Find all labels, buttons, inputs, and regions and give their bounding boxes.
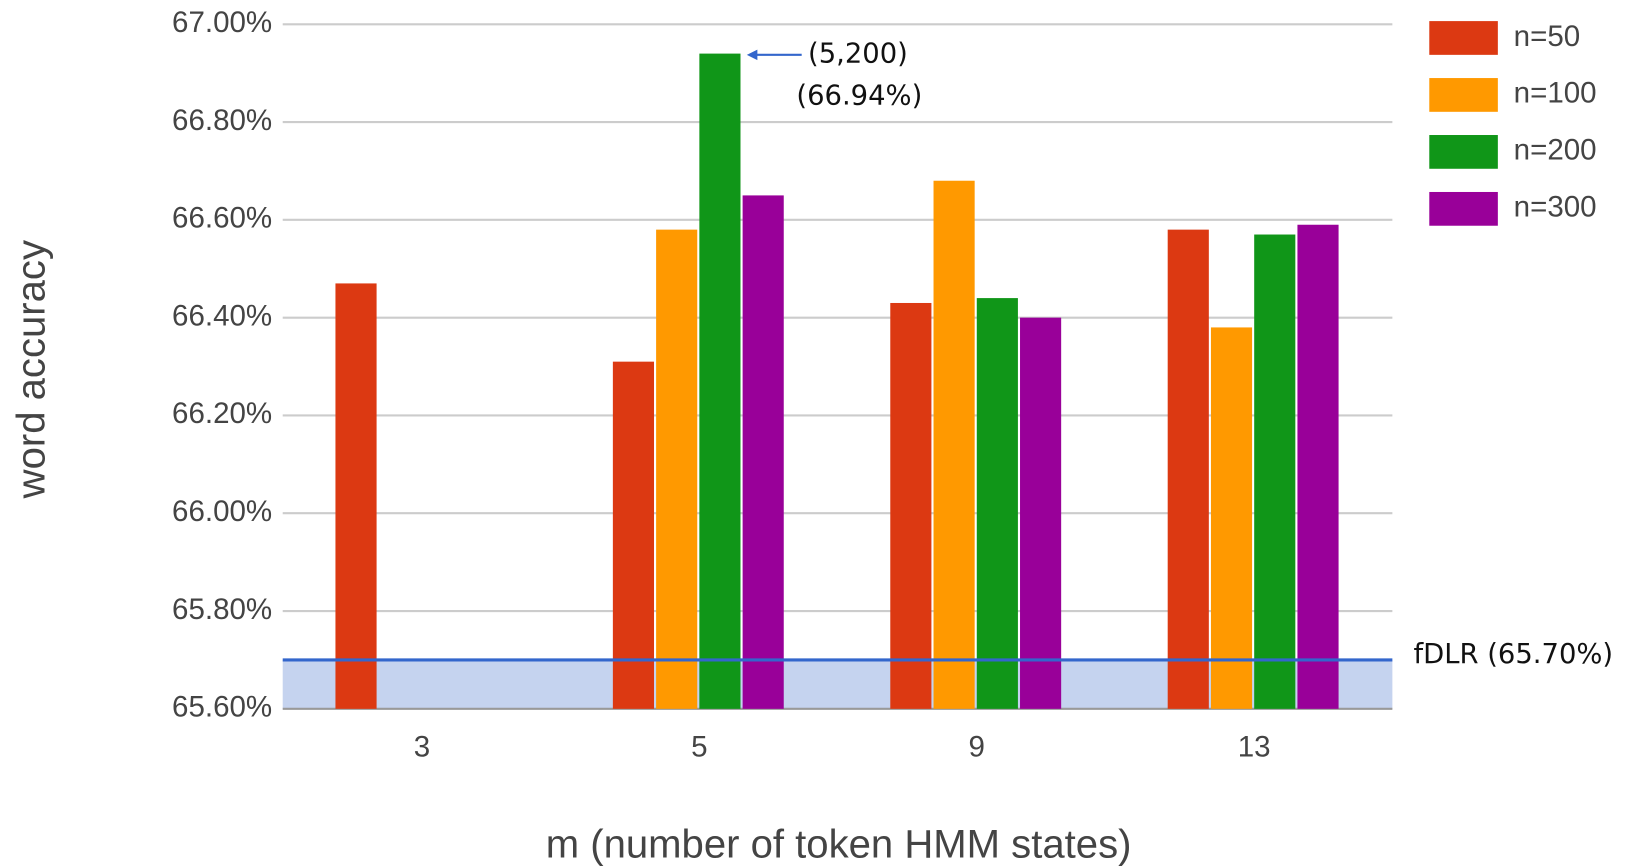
bar — [890, 302, 932, 709]
bar — [1167, 229, 1209, 709]
bar — [1297, 224, 1339, 709]
legend-label: n=200 — [1514, 134, 1597, 167]
annotation: (66.94%) — [796, 81, 922, 112]
arrow-head — [746, 49, 758, 61]
y-tick-label: 67.00% — [172, 6, 272, 39]
bar — [1254, 234, 1296, 709]
legend-swatch — [1429, 135, 1498, 169]
bar — [1210, 327, 1253, 709]
legend-label: n=50 — [1514, 20, 1580, 53]
y-tick-label: 66.80% — [172, 104, 272, 137]
bars — [335, 53, 1339, 709]
bar — [976, 298, 1018, 709]
y-tick-label: 66.60% — [172, 202, 272, 235]
legend-swatch — [1429, 78, 1498, 112]
x-tick-label: 13 — [1238, 731, 1271, 764]
annotation: (5,200) — [808, 38, 908, 69]
y-tick-label: 66.20% — [172, 397, 272, 430]
bar — [933, 180, 975, 709]
y-axis-title: word accuracy — [9, 240, 53, 499]
y-tick-label: 66.00% — [172, 495, 272, 528]
x-tick-label: 9 — [969, 731, 985, 764]
bar — [742, 195, 784, 709]
bar — [1020, 317, 1062, 709]
y-tick-label: 66.40% — [172, 299, 272, 332]
y-tick-label: 65.80% — [172, 593, 272, 626]
bar — [612, 361, 655, 709]
bar — [335, 283, 377, 709]
bar — [656, 229, 698, 709]
legend-swatch — [1429, 21, 1498, 55]
x-tick-label: 5 — [691, 731, 707, 764]
baseline-label: fDLR (65.70%) — [1413, 639, 1613, 670]
x-tick-label: 3 — [414, 731, 430, 764]
legend-label: n=100 — [1514, 77, 1597, 110]
y-tick-label: 65.60% — [172, 691, 272, 724]
legend-swatch — [1429, 191, 1498, 226]
x-axis-title: m (number of token HMM states) — [546, 823, 1132, 866]
bar — [699, 53, 741, 709]
legend-label: n=300 — [1514, 191, 1597, 224]
